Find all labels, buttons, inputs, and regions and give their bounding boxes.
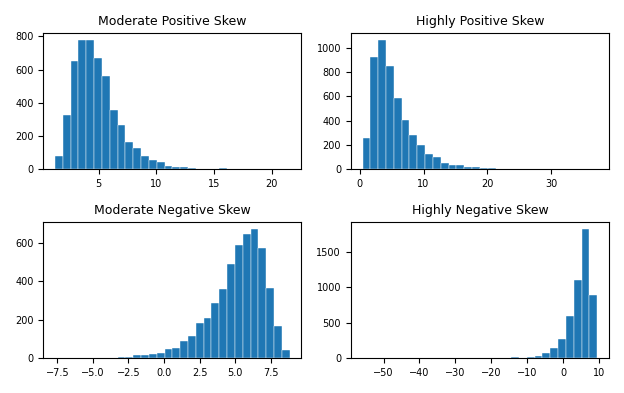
Title: Highly Positive Skew: Highly Positive Skew xyxy=(416,15,544,28)
Bar xyxy=(535,356,542,358)
Bar xyxy=(203,318,212,358)
Bar xyxy=(157,162,165,169)
Bar xyxy=(488,168,495,169)
Bar xyxy=(172,167,180,169)
Bar xyxy=(590,295,597,358)
Bar xyxy=(71,61,79,169)
Bar xyxy=(125,356,133,358)
Title: Highly Negative Skew: Highly Negative Skew xyxy=(411,204,548,217)
Bar xyxy=(141,355,149,358)
Bar xyxy=(480,168,488,169)
Bar xyxy=(441,163,449,169)
Bar xyxy=(378,40,386,169)
Bar xyxy=(94,58,102,169)
Bar xyxy=(55,156,63,169)
Bar xyxy=(266,288,274,358)
Bar xyxy=(141,156,149,169)
Bar xyxy=(274,326,282,358)
Bar xyxy=(149,354,157,358)
Bar xyxy=(86,40,94,169)
Bar xyxy=(110,110,117,169)
Bar xyxy=(188,336,196,358)
Bar xyxy=(527,356,535,358)
Bar xyxy=(363,138,371,169)
Bar xyxy=(117,357,125,358)
Bar xyxy=(102,76,110,169)
Bar xyxy=(433,158,441,169)
Bar xyxy=(386,66,394,169)
Bar xyxy=(63,115,71,169)
Bar xyxy=(180,167,188,169)
Bar xyxy=(243,234,251,358)
Bar xyxy=(371,57,378,169)
Bar xyxy=(258,248,266,358)
Bar xyxy=(582,229,590,358)
Bar xyxy=(409,135,417,169)
Bar xyxy=(227,264,235,358)
Bar xyxy=(282,350,290,358)
Bar xyxy=(133,355,141,358)
Bar xyxy=(574,280,582,358)
Bar xyxy=(165,349,172,358)
Bar xyxy=(172,348,180,358)
Title: Moderate Negative Skew: Moderate Negative Skew xyxy=(94,204,251,217)
Bar xyxy=(165,166,172,169)
Bar xyxy=(149,160,157,169)
Bar xyxy=(157,353,165,358)
Bar xyxy=(79,40,86,169)
Bar xyxy=(235,245,243,358)
Bar xyxy=(558,339,566,358)
Bar xyxy=(425,154,433,169)
Bar xyxy=(417,145,425,169)
Bar xyxy=(456,165,464,169)
Bar xyxy=(542,353,550,358)
Bar xyxy=(251,229,258,358)
Bar xyxy=(219,289,227,358)
Bar xyxy=(125,142,133,169)
Bar xyxy=(449,165,456,169)
Bar xyxy=(212,303,219,358)
Bar xyxy=(472,167,480,169)
Bar xyxy=(464,167,472,169)
Bar xyxy=(394,98,402,169)
Title: Moderate Positive Skew: Moderate Positive Skew xyxy=(98,15,246,28)
Bar xyxy=(566,316,574,358)
Bar xyxy=(550,347,558,358)
Bar xyxy=(133,148,141,169)
Bar xyxy=(402,120,409,169)
Bar xyxy=(196,323,203,358)
Bar xyxy=(180,341,188,358)
Bar xyxy=(117,125,125,169)
